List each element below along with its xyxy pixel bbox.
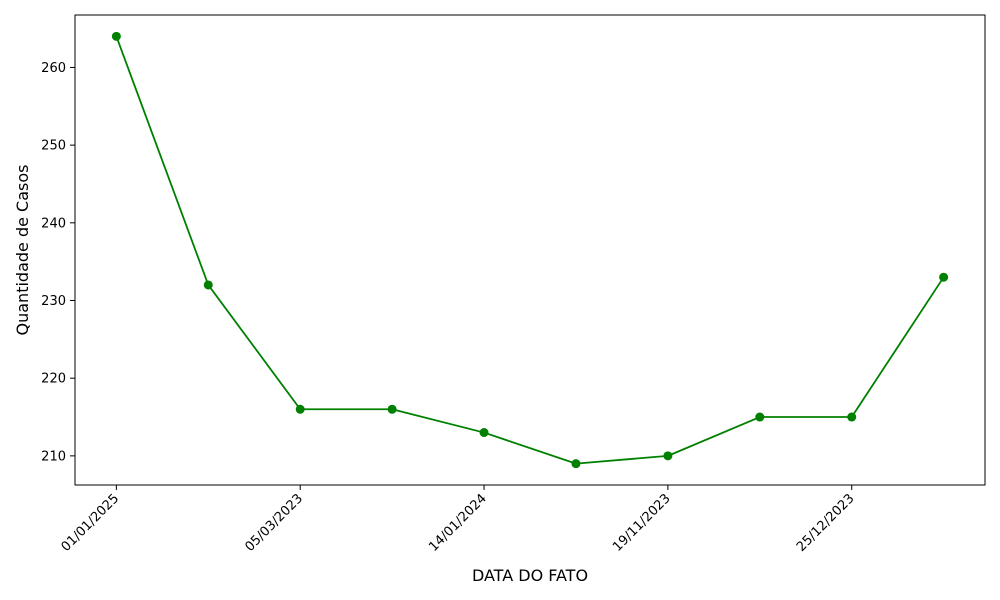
x-tick-label: 05/03/2023	[242, 491, 306, 555]
data-point	[939, 272, 949, 282]
x-axis: 01/01/2025 05/03/2023 14/01/2024 19/11/2023…	[59, 485, 858, 555]
plot-frame	[74, 14, 986, 486]
data-point	[203, 280, 213, 290]
data-point	[663, 451, 673, 461]
x-tick-label: 14/01/2024	[426, 491, 490, 555]
x-tick-label: 19/11/2023	[610, 491, 674, 555]
y-axis-label: Quantidade de Casos	[13, 165, 32, 336]
y-tick-label: 210	[41, 449, 66, 464]
data-point	[295, 404, 305, 414]
x-tick-label: 25/12/2023	[794, 491, 858, 555]
data-point	[755, 412, 765, 422]
data-point	[111, 31, 121, 41]
y-tick-label: 260	[41, 61, 66, 76]
y-tick-label: 240	[41, 216, 66, 231]
x-tick-label: 01/01/2025	[59, 491, 123, 555]
y-tick-label: 230	[41, 294, 66, 309]
y-tick-label: 250	[41, 139, 66, 154]
data-point	[571, 459, 581, 469]
y-axis: 210 220 230 240 250 260	[41, 61, 75, 464]
x-axis-label: DATA DO FATO	[472, 566, 588, 585]
y-tick-label: 220	[41, 372, 66, 387]
series-line	[115, 36, 945, 465]
data-point	[387, 404, 397, 414]
plot-area	[74, 14, 986, 486]
data-point	[479, 428, 489, 438]
data-point	[847, 412, 857, 422]
series-layer	[111, 31, 949, 469]
